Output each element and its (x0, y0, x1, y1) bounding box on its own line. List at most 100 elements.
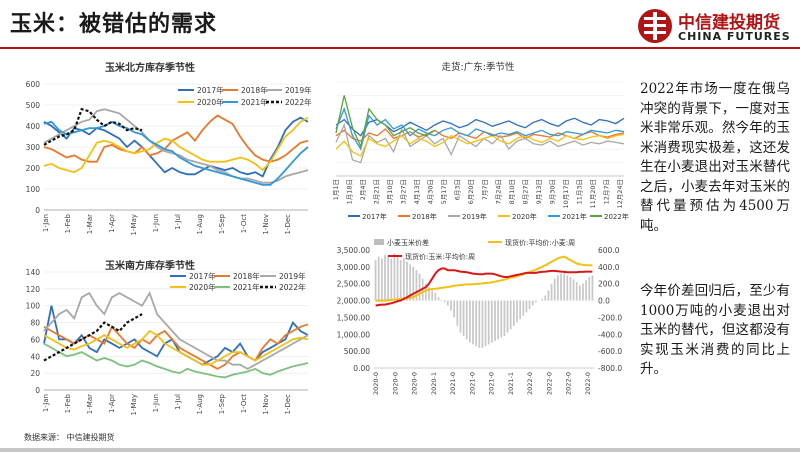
x-tick-label: 2021-0 (488, 372, 496, 395)
x-tick-label: 1-Apr (108, 394, 116, 413)
x-tick-label: 6月20日 (467, 179, 475, 204)
legend-label: 2017年 (362, 212, 387, 221)
spread-bar (550, 283, 553, 301)
x-tick-label: 2022-0 (526, 372, 534, 395)
data-source-note: 数据来源： 中信建投期货 (24, 433, 115, 442)
footer-divider (0, 448, 800, 452)
x-tick-label: 6月3日 (454, 179, 462, 200)
series-line-2019年 (43, 108, 309, 184)
legend-label: 2022年 (279, 282, 306, 292)
y-tick-label: 0 (35, 386, 40, 395)
spread-bar (465, 300, 468, 340)
legend-label: 2022年 (604, 212, 629, 221)
x-tick-label: 1-Jun (152, 394, 160, 412)
x-tick-label: 1-Jul (174, 394, 182, 410)
y-tick-label: 40 (30, 352, 40, 361)
left-y-tick-label: 0.00 (353, 364, 370, 373)
spread-bar (528, 300, 531, 309)
spread-bar (393, 253, 396, 301)
x-tick-label: 1-Feb (64, 393, 72, 413)
y-tick-label: 80 (30, 319, 40, 328)
spread-bar (412, 266, 415, 301)
right-y-tick-label: 0.0 (598, 297, 610, 306)
corn-price-line (375, 267, 593, 307)
x-tick-label: 11月20日 (589, 179, 597, 209)
legend-label: 2020年 (512, 212, 537, 221)
y-tick-label: 100 (26, 302, 41, 311)
legend-label: 2018年 (233, 271, 260, 281)
x-tick-label: 1-Jul (174, 214, 182, 230)
spread-bar (456, 300, 459, 326)
x-tick-label: 2021-1 (507, 372, 515, 395)
x-tick-label: 12月7日 (602, 179, 610, 204)
chart-title: 玉米北方库存季节性 (105, 61, 195, 74)
spread-bar (487, 300, 490, 345)
right-y-tick-label: -200.0 (598, 313, 622, 322)
x-tick-label: 1-Aug (196, 214, 204, 235)
spread-bar (402, 258, 405, 301)
spread-bar (462, 300, 465, 336)
wheat-corn-spread-chart: 0.00 500.00 1,000.00 1,500.00 2,000.00 2,500.… (322, 236, 634, 436)
south-stock-chart: 玉米南方库存季节性 0 20 40 60 80 100 120 140 1-Jan 1-Feb 1-M… (2, 256, 320, 434)
legend-label: 2022年 (285, 97, 312, 107)
header-divider (0, 47, 800, 49)
spread-bar (440, 299, 443, 301)
spread-bar (522, 300, 525, 316)
legend-label: 2019年 (462, 212, 487, 221)
spread-bar (569, 276, 572, 301)
x-tick-label: 4月30日 (427, 179, 435, 204)
spread-bar (468, 300, 471, 343)
y-tick-label: 300 (26, 143, 41, 152)
spread-bar (484, 300, 487, 347)
spread-bar (472, 300, 474, 345)
y-tick-label: 20 (30, 369, 40, 378)
spread-bar (384, 255, 386, 301)
x-tick-label: 1-Jan (42, 394, 50, 412)
spread-bar (531, 300, 534, 306)
x-tick-label: 1-Jun (152, 214, 160, 232)
series-line-2019年 (335, 123, 625, 164)
x-tick-label: 2021-0 (468, 372, 476, 395)
x-tick-label: 7月7日 (481, 179, 489, 200)
right-y-tick-label: 200.0 (598, 280, 620, 289)
spread-bar (490, 300, 493, 343)
x-tick-label: 3月10日 (386, 179, 394, 204)
commentary-paragraph-1: 2022年市场一度在俄乌冲突的背景下，一度对玉米非常乐观。然今年的玉米消费现实极… (640, 81, 790, 234)
left-y-tick-label: 2,000.00 (337, 297, 371, 306)
spread-bar (566, 275, 569, 301)
legend-label: 2021年 (241, 97, 268, 107)
legend-label: 2019年 (279, 271, 306, 281)
spread-bar (437, 297, 440, 301)
spread-bar (481, 300, 484, 348)
spread-bar (556, 275, 559, 301)
spread-bar (478, 300, 481, 348)
x-tick-label: 1-Oct (240, 214, 248, 234)
x-tick-label: 9月30日 (548, 179, 556, 204)
spread-bar (497, 300, 500, 340)
north-stock-chart: 玉米北方库存季节性 0 100 200 300 400 500 600 1-Jan 1-Feb 1-… (2, 58, 320, 246)
spread-bar (588, 276, 591, 301)
x-tick-label: 1-Feb (64, 213, 72, 233)
y-tick-label: 400 (26, 122, 41, 131)
spread-bar (428, 287, 430, 301)
spread-bar (374, 260, 377, 301)
y-tick-label: 600 (26, 80, 41, 89)
right-y-tick-label: -400.0 (598, 330, 622, 339)
x-tick-label: 1-Jan (42, 214, 50, 232)
legend-label: 2020年 (197, 97, 224, 107)
chart-title: 走货:广东:季节性 (442, 61, 515, 73)
spread-bar (516, 300, 518, 323)
logo-name-cn: 中信建投期货 (678, 13, 780, 33)
company-logo: 中信建投期货 CHINA FUTURES (636, 6, 796, 50)
right-y-tick-label: 400.0 (598, 263, 620, 272)
spread-bar (541, 298, 544, 301)
page-title: 玉米：被错估的需求 (10, 11, 218, 37)
x-tick-label: 10月17日 (562, 179, 570, 209)
x-tick-label: 1-May (130, 394, 138, 415)
spread-bar (415, 270, 418, 301)
y-tick-label: 500 (26, 101, 41, 110)
right-y-tick-label: -600.0 (598, 347, 622, 356)
legend-label: 2020年 (189, 282, 216, 292)
x-tick-label: 8月27日 (521, 179, 529, 204)
x-tick-label: 1-Oct (240, 394, 248, 414)
